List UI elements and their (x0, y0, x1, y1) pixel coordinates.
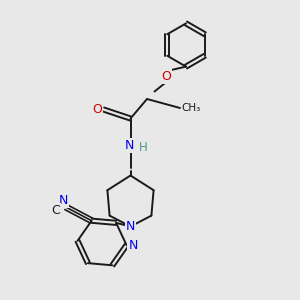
Text: C: C (51, 204, 60, 217)
Text: H: H (139, 141, 148, 154)
Text: O: O (92, 103, 102, 116)
Text: O: O (162, 70, 171, 83)
Text: N: N (59, 194, 68, 207)
Text: CH₃: CH₃ (182, 103, 201, 113)
Text: N: N (126, 220, 135, 233)
Text: N: N (124, 139, 134, 152)
Text: N: N (128, 238, 138, 252)
